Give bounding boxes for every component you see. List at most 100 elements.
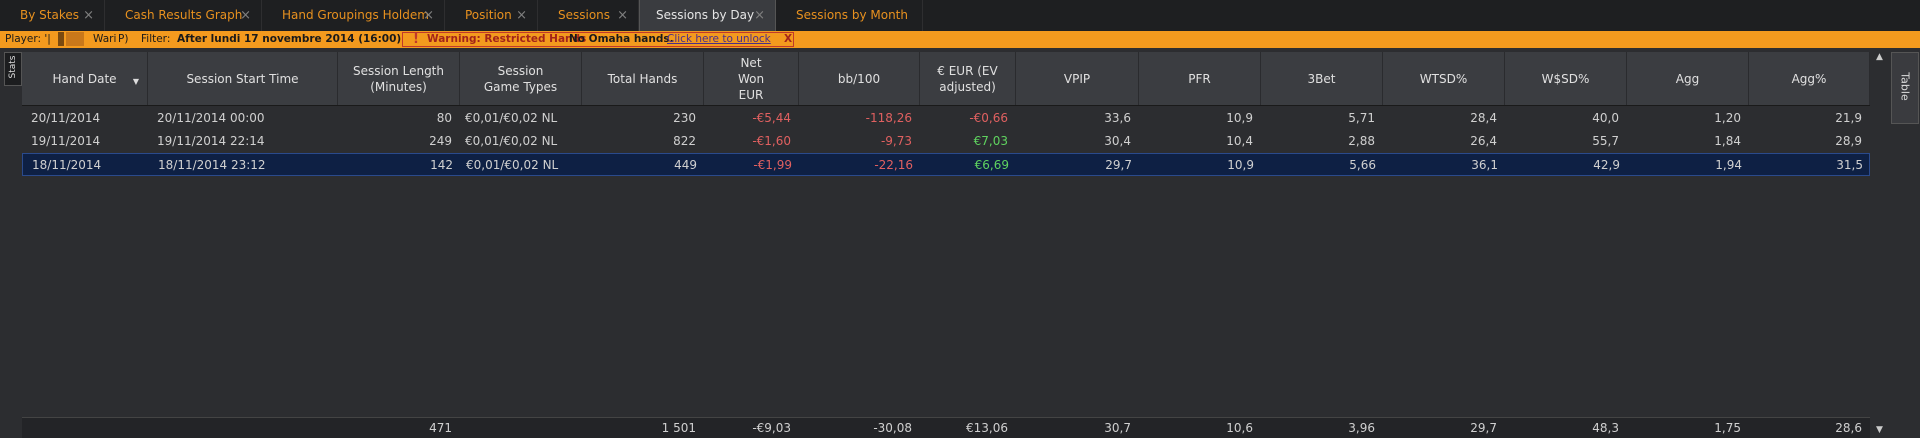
- column-header-agg[interactable]: Agg: [1627, 52, 1749, 105]
- unlock-link[interactable]: Click here to unlock: [667, 33, 771, 45]
- column-header-net-won-eur[interactable]: Net Won EUR: [704, 52, 799, 105]
- column-header-label: 3Bet: [1307, 71, 1336, 86]
- table-row[interactable]: 20/11/2014 20/11/2014 00:00 80 €0,01/€0,…: [22, 107, 1870, 130]
- cell-game-types: €0,01/€0,02 NL: [465, 111, 558, 125]
- total-session-length: 471: [429, 421, 452, 435]
- filter-label: Filter:: [141, 33, 171, 45]
- filter-value[interactable]: After lundi 17 novembre 2014 (16:00): [177, 33, 402, 45]
- column-header-label: W$SD%: [1541, 71, 1590, 86]
- cell-net-won: -€1,60: [752, 134, 791, 148]
- close-icon[interactable]: ×: [240, 8, 251, 23]
- cell-session-start: 20/11/2014 00:00: [157, 111, 265, 125]
- cell-hand-date: 19/11/2014: [31, 134, 101, 148]
- table-side-label: Table: [1898, 72, 1912, 101]
- tab-label: By Stakes: [20, 8, 79, 22]
- cell-session-length: 249: [429, 134, 452, 148]
- cell-ev-adjusted: €6,69: [974, 158, 1009, 172]
- player-name[interactable]: Wari: [93, 33, 117, 45]
- column-header-bb100[interactable]: bb/100: [799, 52, 920, 105]
- tab-sessions-by-day[interactable]: Sessions by Day ×: [639, 0, 776, 31]
- tab-label: Cash Results Graph: [125, 8, 243, 22]
- cell-vpip: 30,4: [1104, 134, 1131, 148]
- close-icon[interactable]: ×: [423, 8, 434, 23]
- column-header-wtsd[interactable]: WTSD%: [1383, 52, 1505, 105]
- close-icon[interactable]: ×: [83, 8, 94, 23]
- cell-session-length: 142: [430, 158, 453, 172]
- column-header-session-game-types[interactable]: Session Game Types: [460, 52, 582, 105]
- cell-wtsd: 28,4: [1470, 111, 1497, 125]
- column-header-vpip[interactable]: VPIP: [1016, 52, 1139, 105]
- column-header-label: Net Won EUR: [737, 55, 765, 102]
- tab-position[interactable]: Position ×: [445, 0, 538, 31]
- column-header-hand-date[interactable]: Hand Date ▼: [22, 52, 148, 105]
- column-header-label: Hand Date: [52, 71, 117, 86]
- cell-agg-pct: 28,9: [1835, 134, 1862, 148]
- close-icon[interactable]: ×: [617, 8, 628, 23]
- scroll-up-icon[interactable]: ▲: [1876, 52, 1883, 62]
- cell-vpip: 33,6: [1104, 111, 1131, 125]
- stats-side-label: Stats: [8, 55, 18, 79]
- total-hands: 1 501: [661, 421, 696, 435]
- cell-3bet: 5,66: [1349, 158, 1376, 172]
- close-icon[interactable]: ×: [516, 8, 527, 23]
- column-header-label: Session Start Time: [186, 71, 299, 86]
- tab-hand-groupings-holdem[interactable]: Hand Groupings Holdem ×: [262, 0, 445, 31]
- total-ev-adjusted: €13,06: [966, 421, 1008, 435]
- column-header-label: WTSD%: [1419, 71, 1468, 86]
- cell-session-start: 18/11/2014 23:12: [158, 158, 266, 172]
- cell-ev-adjusted: -€0,66: [969, 111, 1008, 125]
- player-avatar-icon: [58, 32, 64, 46]
- tab-cash-results-graph[interactable]: Cash Results Graph ×: [105, 0, 262, 31]
- tab-sessions[interactable]: Sessions ×: [538, 0, 639, 31]
- sessions-grid: Hand Date ▼ Session Start Time Session Le…: [22, 52, 1870, 438]
- tab-bar: By Stakes × Cash Results Graph × Hand Grou…: [0, 0, 1920, 32]
- cell-hand-date: 20/11/2014: [31, 111, 101, 125]
- tab-label: Sessions: [558, 8, 611, 22]
- column-header-session-length[interactable]: Session Length (Minutes): [338, 52, 460, 105]
- player-name-suffix: P): [118, 33, 129, 45]
- table-row-selected[interactable]: 18/11/2014 18/11/2014 23:12 142 €0,01/€0…: [22, 153, 1870, 176]
- column-header-3bet[interactable]: 3Bet: [1261, 52, 1383, 105]
- player-label: Player: '|: [5, 33, 51, 45]
- total-agg: 1,75: [1714, 421, 1741, 435]
- stats-side-tab[interactable]: Stats: [4, 52, 22, 86]
- tab-by-stakes[interactable]: By Stakes ×: [0, 0, 105, 31]
- scroll-down-icon[interactable]: ▼: [1876, 425, 1883, 435]
- cell-game-types: €0,01/€0,02 NL: [466, 158, 559, 172]
- total-agg-pct: 28,6: [1835, 421, 1862, 435]
- table-side-tab[interactable]: Table: [1891, 52, 1919, 124]
- close-warning-button[interactable]: X: [784, 33, 793, 45]
- table-row[interactable]: 19/11/2014 19/11/2014 22:14 249 €0,01/€0…: [22, 130, 1870, 153]
- column-header-label: Session Game Types: [483, 63, 558, 94]
- column-header-ev-adjusted[interactable]: € EUR (EV adjusted): [920, 52, 1016, 105]
- cell-pfr: 10,9: [1226, 111, 1253, 125]
- column-header-label: Session Length (Minutes): [353, 63, 444, 94]
- total-net-won: -€9,03: [752, 421, 791, 435]
- tab-sessions-by-month[interactable]: Sessions by Month: [776, 0, 923, 31]
- tab-label: Sessions by Month: [796, 8, 908, 22]
- cell-agg: 1,84: [1714, 134, 1741, 148]
- column-header-agg-pct[interactable]: Agg%: [1749, 52, 1870, 105]
- vertical-scrollbar[interactable]: ▲ ▼: [1873, 52, 1889, 437]
- cell-wssd: 40,0: [1592, 111, 1619, 125]
- cell-net-won: -€5,44: [752, 111, 791, 125]
- cell-net-won: -€1,99: [753, 158, 792, 172]
- column-header-session-start-time[interactable]: Session Start Time: [148, 52, 338, 105]
- restriction-text: No Omaha hands.: [569, 33, 674, 45]
- column-header-label: Agg: [1675, 71, 1700, 86]
- column-header-pfr[interactable]: PFR: [1139, 52, 1261, 105]
- column-header-total-hands[interactable]: Total Hands: [582, 52, 704, 105]
- cell-session-length: 80: [436, 111, 452, 125]
- cell-bb100: -22,16: [874, 158, 913, 172]
- totals-row: 471 1 501 -€9,03 -30,08 €13,06 30,7 10,6…: [22, 417, 1870, 438]
- cell-total-hands: 822: [673, 134, 696, 148]
- filter-bar: Player: '| Wari P) Filter: After lundi 1…: [0, 31, 1920, 48]
- close-icon[interactable]: ×: [754, 8, 765, 23]
- column-header-wssd[interactable]: W$SD%: [1505, 52, 1627, 105]
- cell-total-hands: 449: [674, 158, 697, 172]
- total-wtsd: 29,7: [1470, 421, 1497, 435]
- tab-label: Sessions by Day: [656, 8, 755, 22]
- sort-desc-icon: ▼: [132, 77, 139, 86]
- warning-box: [402, 32, 794, 47]
- total-wssd: 48,3: [1592, 421, 1619, 435]
